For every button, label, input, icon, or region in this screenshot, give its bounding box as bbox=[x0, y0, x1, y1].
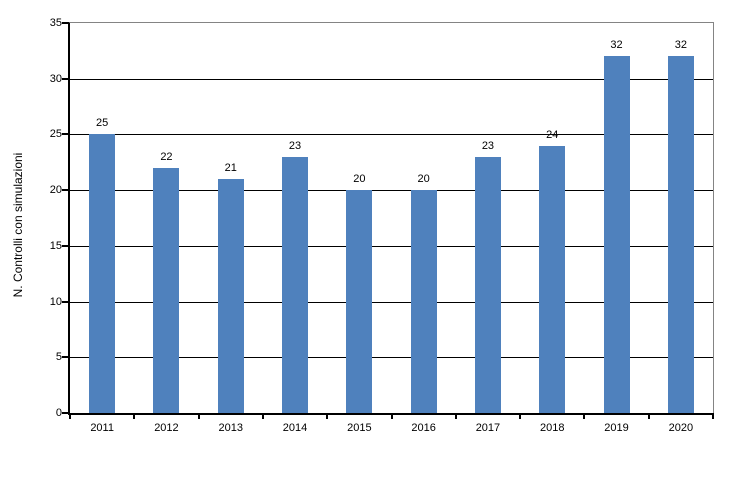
x-axis-tick bbox=[583, 413, 586, 419]
bar-value-label: 22 bbox=[160, 150, 173, 163]
x-tick-label: 2012 bbox=[154, 422, 179, 434]
bar bbox=[346, 190, 373, 413]
bar-value-label: 20 bbox=[353, 173, 366, 186]
y-tick-label: 35 bbox=[49, 17, 62, 29]
y-axis-tick bbox=[62, 412, 69, 414]
x-tick-label: 2014 bbox=[282, 422, 308, 434]
bar bbox=[603, 56, 630, 413]
bar-value-label: 25 bbox=[96, 117, 109, 130]
x-axis-tick bbox=[326, 413, 329, 419]
bar bbox=[217, 179, 244, 413]
y-axis-tick bbox=[62, 244, 69, 247]
gridline bbox=[70, 245, 713, 247]
x-axis-tick bbox=[454, 413, 457, 419]
bar-value-label: 24 bbox=[546, 128, 559, 141]
y-tick-label: 10 bbox=[49, 295, 62, 308]
x-axis-tick bbox=[197, 413, 200, 419]
bar bbox=[89, 134, 116, 413]
y-axis-tick bbox=[62, 300, 69, 303]
x-axis-tick bbox=[133, 413, 136, 419]
x-tick-label: 2013 bbox=[218, 422, 243, 434]
y-tick-label: 15 bbox=[49, 239, 62, 252]
bar-value-label: 23 bbox=[288, 139, 302, 152]
gridline bbox=[70, 134, 713, 136]
y-axis-title: N. Controlli con simulazioni bbox=[11, 152, 25, 298]
bar bbox=[474, 156, 501, 413]
x-tick-label: 2018 bbox=[540, 422, 565, 434]
plot-area: 25 22 21 23 20 20 23 24 32 32 bbox=[68, 22, 714, 415]
x-axis-tick bbox=[390, 413, 393, 419]
x-axis-tick bbox=[69, 413, 71, 419]
x-axis-tick bbox=[519, 413, 522, 419]
y-tick-label: 25 bbox=[49, 128, 62, 141]
gridline bbox=[70, 301, 713, 303]
y-axis-tick bbox=[62, 133, 69, 136]
y-tick-label: 30 bbox=[49, 72, 62, 85]
y-tick-label: 5 bbox=[55, 351, 62, 364]
x-tick-label: 2017 bbox=[475, 422, 501, 434]
gridline bbox=[70, 357, 713, 359]
bar-value-label: 32 bbox=[674, 39, 687, 52]
y-axis-tick bbox=[62, 356, 69, 359]
x-tick-label: 2015 bbox=[347, 422, 372, 434]
y-axis-tick bbox=[62, 77, 69, 80]
gridline bbox=[70, 190, 713, 192]
y-axis-tick bbox=[62, 189, 69, 192]
x-tick-label: 2016 bbox=[411, 422, 436, 434]
x-tick-label: 2011 bbox=[90, 422, 114, 434]
bar bbox=[153, 167, 180, 413]
bar-value-label: 20 bbox=[417, 173, 430, 186]
gridline bbox=[70, 78, 713, 80]
bar-value-label: 32 bbox=[610, 39, 623, 52]
bar-value-label: 21 bbox=[224, 162, 237, 174]
bar bbox=[410, 190, 437, 413]
y-axis-tick bbox=[62, 22, 69, 24]
x-axis-tick bbox=[712, 413, 714, 419]
bar bbox=[667, 56, 694, 413]
bar bbox=[282, 156, 309, 413]
y-tick-label: 20 bbox=[49, 184, 62, 197]
y-tick-label: 0 bbox=[55, 407, 62, 419]
bar-value-label: 23 bbox=[481, 139, 495, 152]
x-axis-tick bbox=[261, 413, 264, 419]
x-tick-label: 2019 bbox=[604, 422, 629, 434]
x-tick-label: 2020 bbox=[668, 422, 694, 434]
x-axis-tick bbox=[647, 413, 650, 419]
bar bbox=[539, 145, 566, 413]
